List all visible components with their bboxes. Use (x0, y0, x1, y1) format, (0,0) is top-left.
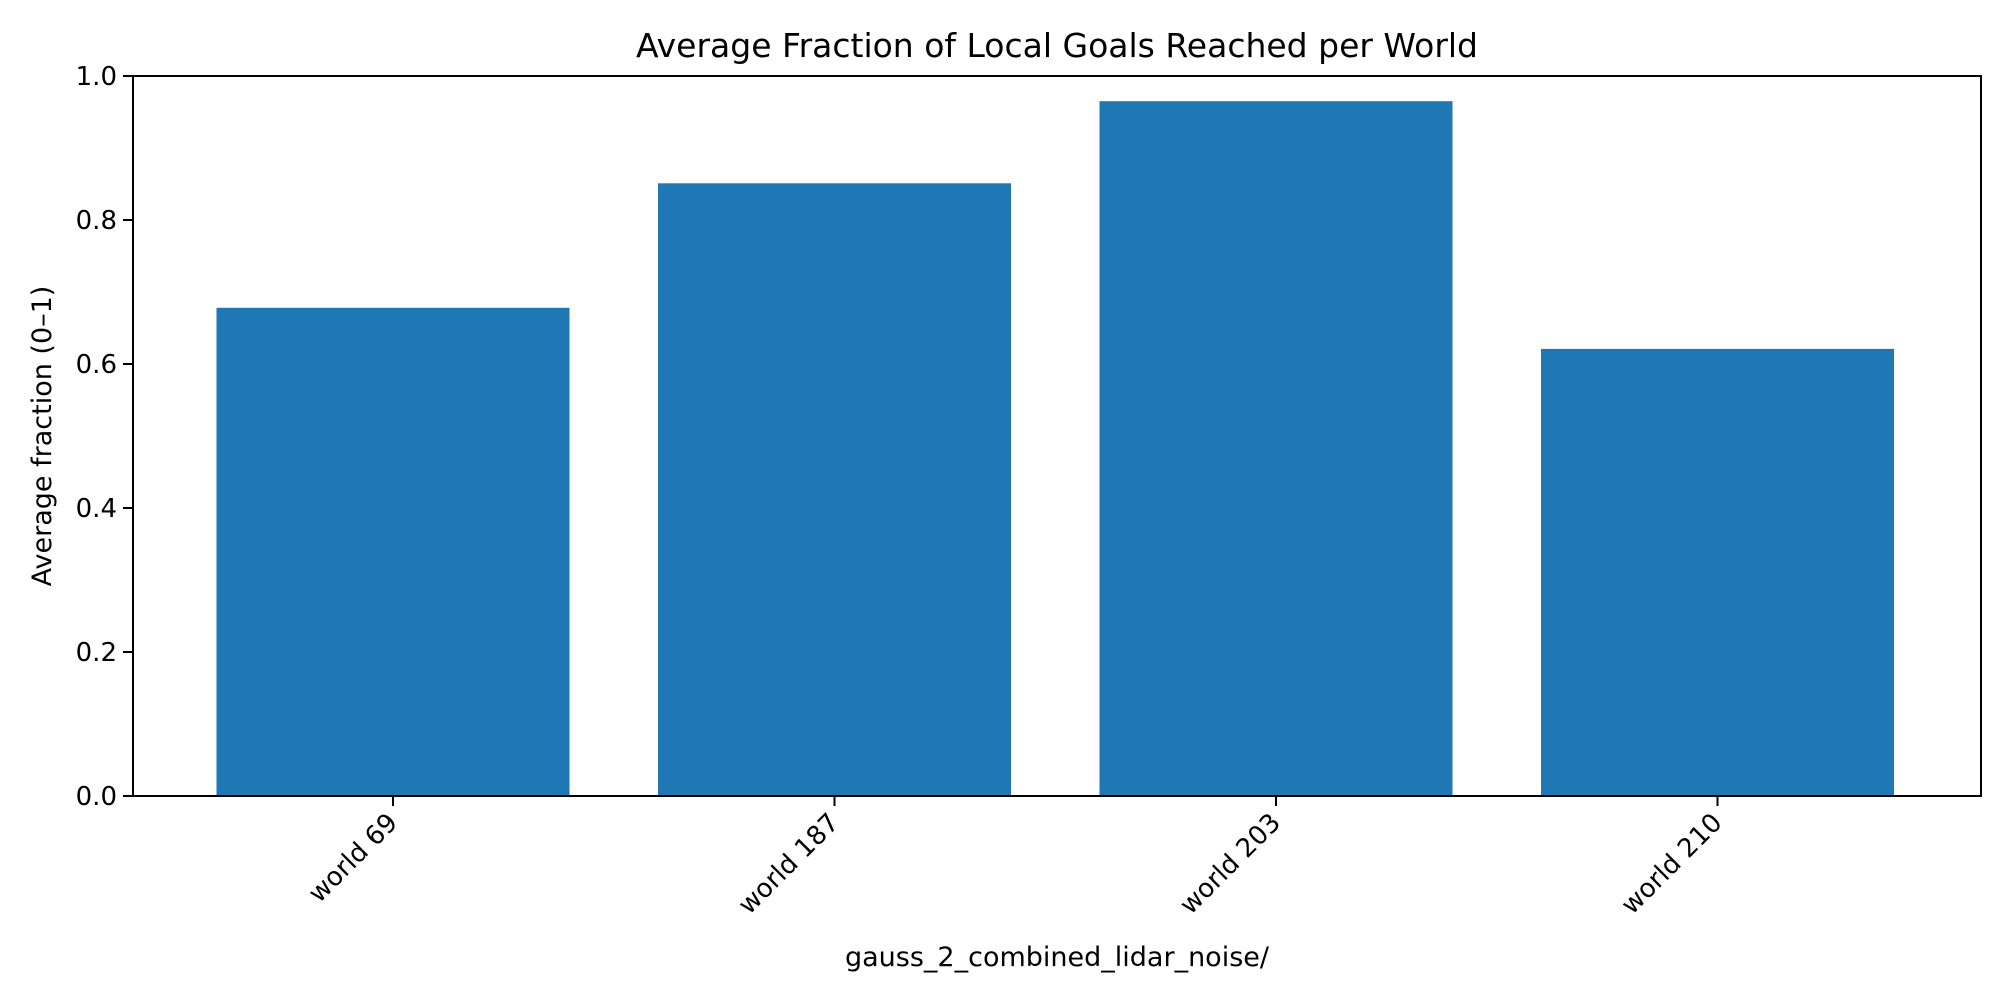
x-tick-label: world 69 (303, 808, 404, 909)
bars-group (216, 101, 1894, 797)
bar-world-69 (216, 307, 570, 796)
x-axis-ticks: world 69 world 187 world 203 world 210 (303, 796, 1729, 921)
chart-title: Average Fraction of Local Goals Reached … (636, 26, 1478, 65)
x-tick-label: world 203 (1174, 808, 1287, 921)
bar-world-210 (1541, 348, 1894, 796)
plot-frame (132, 75, 1982, 797)
y-tick-label: 1.0 (76, 62, 117, 92)
x-tick-label: world 210 (1616, 808, 1729, 921)
y-axis-ticks: 0.0 0.2 0.4 0.6 0.8 1.0 (76, 62, 133, 812)
y-tick-label: 0.8 (76, 206, 117, 236)
y-tick-label: 0.2 (76, 638, 117, 668)
bar-world-187 (658, 183, 1011, 797)
bar-world-203 (1099, 101, 1453, 796)
x-tick-label: world 187 (733, 808, 846, 921)
y-axis-label: Average fraction (0–1) (27, 286, 58, 587)
y-tick-label: 0.6 (76, 350, 117, 380)
x-axis-label: gauss_2_combined_lidar_noise/ (845, 942, 1270, 973)
y-tick-label: 0.4 (76, 494, 117, 524)
y-tick-label: 0.0 (76, 782, 117, 812)
